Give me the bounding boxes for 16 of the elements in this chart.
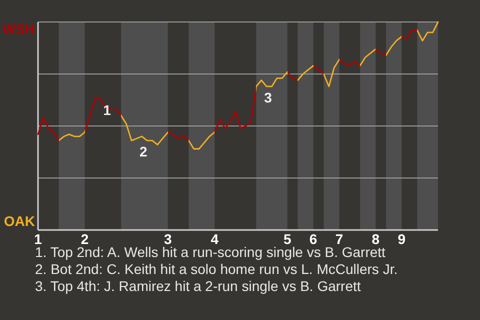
text: 1. Top 2nd: A. Wells hit a run-scoring single vs B. Garrett (35, 244, 386, 260)
x-tick-label: 7 (335, 231, 344, 247)
text: 3. Top 4th: J. Ramirez hit a 2-run single vs B. Garrett (35, 278, 361, 294)
text: OAK (4, 213, 35, 229)
x-tick-label: 1 (34, 231, 42, 247)
x-tick-label: 3 (164, 231, 172, 247)
x-tick-label: 5 (283, 231, 292, 247)
text: 2. Bot 2nd: C. Keith hit a solo home run vs L. McCullers Jr. (35, 261, 398, 277)
x-tick-label: 8 (372, 231, 380, 247)
x-tick-label: 9 (398, 231, 406, 247)
annotation: 3 (264, 89, 272, 106)
annotation: 2 (140, 144, 148, 160)
text: WSH (2, 21, 35, 37)
x-tick-label: 4 (210, 231, 219, 247)
x-tick-label: 2 (80, 231, 89, 247)
x-tick-label: 6 (309, 231, 318, 247)
